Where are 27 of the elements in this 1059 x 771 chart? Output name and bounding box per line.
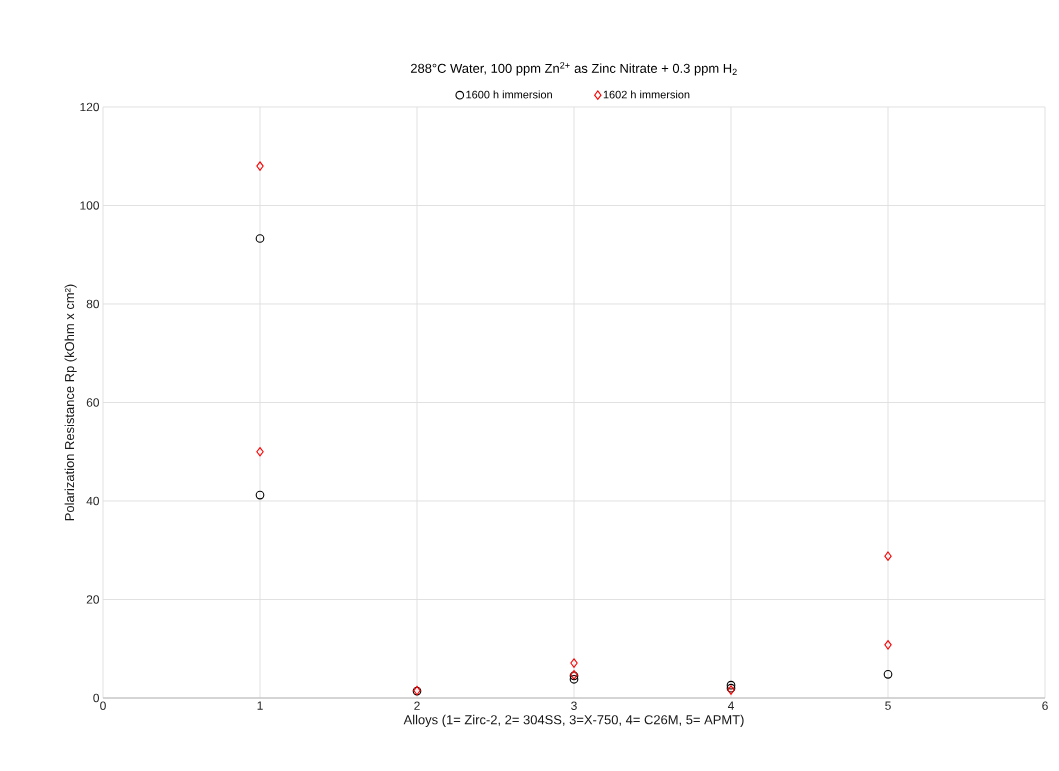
y-tick-label: 120 (80, 102, 100, 112)
point (256, 161, 264, 171)
y-tick-label: 80 (86, 299, 100, 309)
point (883, 670, 893, 679)
point (255, 490, 265, 500)
x-tick-label: 2 (414, 701, 420, 710)
x-tick-label: 6 (1042, 701, 1048, 710)
y-tick-label: 40 (86, 496, 100, 506)
x-tick-label: 5 (885, 701, 891, 710)
y-axis-title: Polarization Resistance Rp (kOhm x cm²) (64, 284, 77, 521)
y-tick-label: 20 (86, 595, 100, 604)
point (884, 640, 892, 650)
legend-label: 1602 h immersion (603, 90, 690, 99)
y-tick-label: 60 (86, 398, 100, 407)
y-tick-label: 100 (80, 201, 100, 210)
x-tick-label: 0 (100, 701, 106, 710)
x-tick-label: 3 (571, 701, 577, 710)
x-tick-label: 1 (257, 701, 263, 710)
y-tick-label: 0 (93, 693, 100, 703)
x-axis-title: Alloys (1= Zirc-2, 2= 304SS, 3=X-750, 4= C26M, 5= APMT) (403, 714, 744, 727)
point (570, 658, 578, 668)
x-tick-label: 4 (727, 701, 734, 710)
legend-label: 1600 h immersion (466, 90, 552, 99)
point (256, 447, 264, 457)
chart-title: 288°C Water, 100 ppm Zn$^{2+}$ as Zinc Nitrate + 0.3 ppm H$_{2}$ (410, 62, 737, 76)
point (255, 234, 265, 243)
point (884, 551, 892, 561)
